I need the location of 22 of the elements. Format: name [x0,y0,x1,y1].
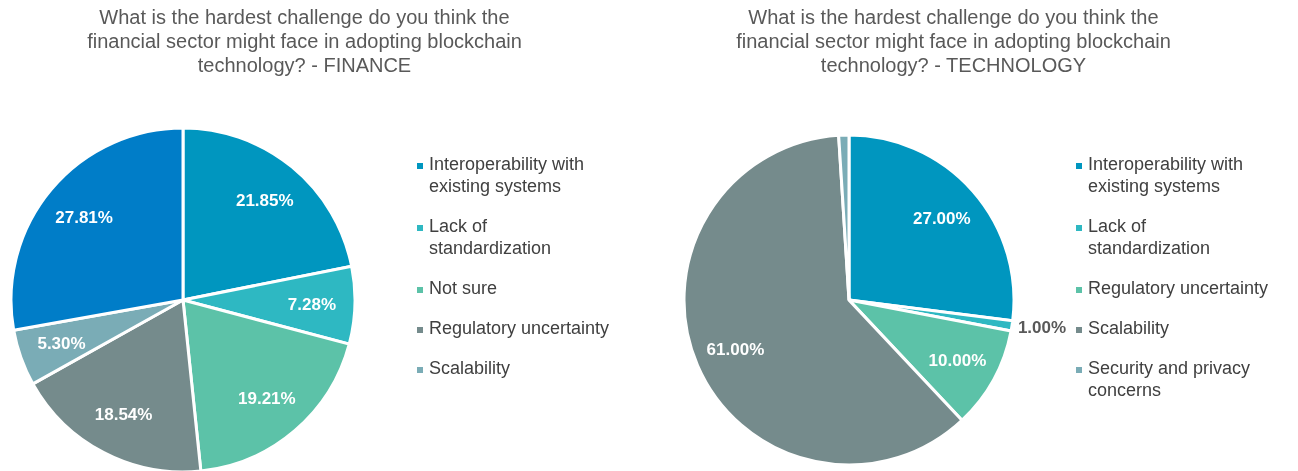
legend-label: Regulatory uncertainty [1088,278,1269,298]
legend-label: Lack of standardization [429,216,552,258]
legend-label: Interoperability with existing systems [1088,154,1244,196]
data-label: 19.21% [238,388,296,408]
chart-title: What is the hardest challenge do you think the financial sector might face in adopting blockchain technology? - TECHNOLOGY [736,6,1171,76]
data-label: 27.81% [55,208,113,228]
data-label: 61.00% [706,340,765,360]
legend-label: Regulatory uncertainty [429,318,610,338]
data-label: 1.00% [1017,317,1067,337]
legend-label: Scalability [429,358,511,378]
legend-label: Scalability [1088,318,1170,338]
data-label: 21.85% [235,191,294,211]
legend-label: Not sure [429,278,498,298]
data-label: 18.54% [94,405,153,425]
legend-label: Lack of standardization [1088,216,1211,258]
data-label: 7.28% [287,294,337,314]
data-label: 5.30% [37,334,86,354]
legend-label: Interoperability with existing systems [429,154,585,196]
legend-label: Security and privacy concerns [1088,358,1251,400]
data-label: 10.00% [928,350,987,370]
data-label: 27.00% [912,209,971,229]
chart-title: What is the hardest challenge do you think the financial sector might face in adopting blockchain technology? - FINANCE [87,6,522,76]
